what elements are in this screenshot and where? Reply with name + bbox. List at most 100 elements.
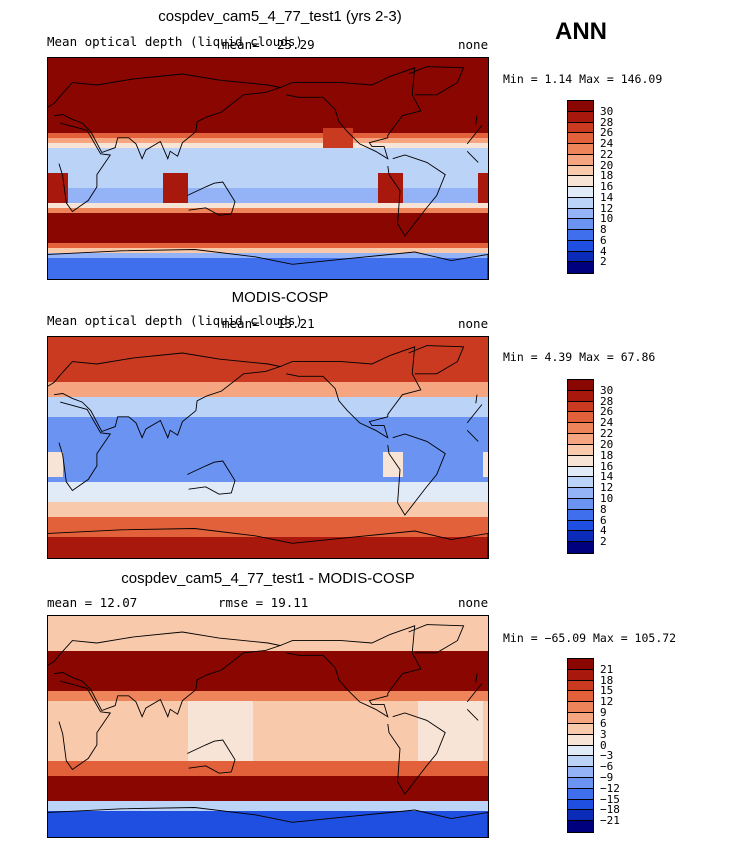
colorbar-swatch (568, 133, 593, 144)
colorbar-tick-label: 3 (600, 727, 607, 741)
colorbar-tick-label: 18 (600, 673, 614, 687)
coastline (187, 181, 236, 216)
panel-mean-value-model: 25.29 (277, 37, 315, 52)
colorbar-swatch (568, 659, 593, 670)
contour-field-obs (48, 337, 488, 558)
panel-variable-label-model: Mean optical depth (liquid clouds) (47, 34, 303, 49)
colorbar-tick-label: 24 (600, 416, 614, 430)
colorbar-tick-label: −9 (600, 770, 614, 784)
coastline (466, 683, 483, 703)
colorbar-swatch (568, 680, 593, 692)
colorbar-tick-label: 26 (600, 405, 614, 419)
colorbar-swatch (568, 669, 593, 681)
colorbar-swatch (568, 187, 593, 198)
colorbar-tick-label: 8 (600, 223, 607, 236)
colorbar-tick-label: −21 (600, 814, 620, 828)
colorbar-swatch (568, 262, 593, 273)
colorbar-swatch (568, 230, 593, 241)
colorbar-swatch (568, 111, 593, 123)
colorbar-tick-label: 16 (600, 180, 614, 193)
colorbar-swatch (568, 498, 593, 510)
colorbar-swatch (568, 444, 593, 456)
panel-mean-value-obs: 13.21 (277, 316, 315, 331)
colorbar-swatch (568, 197, 593, 209)
colorbar-swatch (568, 101, 593, 112)
minmax-model: Min = 1.14 Max = 146.09 (503, 72, 663, 86)
colorbar-swatch (568, 380, 593, 391)
colorbar-swatch (568, 122, 593, 134)
colorbar-swatch (568, 466, 593, 478)
coastline (466, 404, 483, 424)
colorbar-swatch (568, 390, 593, 402)
colorbar-diff (567, 658, 594, 833)
colorbar-tick-label: 15 (600, 684, 614, 698)
coastline (387, 154, 446, 237)
colorbar-swatch (568, 509, 593, 521)
colorbar-swatch (568, 251, 593, 263)
colorbar-swatch (568, 401, 593, 413)
colorbar-tick-label: 4 (600, 524, 607, 538)
coastline (408, 624, 465, 654)
colorbar-swatch (568, 144, 593, 155)
map-panel-diff (47, 615, 489, 838)
colorbar-swatch (568, 691, 593, 703)
colorbar-swatch (568, 767, 593, 778)
coastline (187, 460, 236, 495)
colorbar-tick-label: 10 (600, 212, 614, 226)
minmax-diff: Min = −65.09 Max = 105.72 (503, 631, 677, 645)
colorbar-swatch (568, 542, 593, 553)
colorbar-swatch (568, 520, 593, 532)
colorbar-swatch (568, 154, 593, 166)
coastline (58, 401, 112, 492)
coastline (280, 625, 422, 718)
panel-rmse-diff: rmse = 19.11 (218, 595, 309, 610)
colorbar-swatch (568, 165, 593, 177)
colorbar-obs (567, 379, 594, 554)
coastline (280, 67, 422, 160)
map-panel-obs (47, 336, 489, 559)
colorbar-swatch (568, 477, 593, 489)
coastline (466, 150, 479, 163)
colorbar-tick-label: 22 (600, 427, 614, 441)
colorbar-swatch (568, 240, 593, 252)
map-panel-model (47, 57, 489, 280)
coastline (475, 115, 478, 125)
colorbar-tick-label: 16 (600, 459, 614, 473)
coastline (48, 807, 488, 837)
colorbar-swatch (568, 434, 593, 445)
panel-title-obs: MODIS-COSP (231, 289, 329, 306)
contour-field-diff (48, 616, 488, 837)
coastline (58, 122, 112, 213)
colorbar-tick-label: −18 (600, 803, 620, 817)
colorbar-tick-label: 26 (600, 126, 614, 140)
colorbar-swatch (568, 745, 593, 757)
coastline (48, 249, 488, 279)
colorbar-tick-label: 4 (600, 244, 607, 258)
panel-title-model: cospdev_cam5_4_77_test1 (yrs 2-3) (158, 8, 402, 25)
coastline (48, 631, 282, 718)
coastline (408, 66, 465, 96)
colorbar-swatch (568, 777, 593, 789)
colorbar-tick-label: 28 (600, 115, 614, 129)
contour-field-model (48, 58, 488, 279)
colorbar-swatch (568, 531, 593, 543)
colorbar-tick-label: 14 (600, 470, 614, 484)
colorbar-tick-label: 30 (600, 104, 614, 118)
colorbar-swatch (568, 176, 593, 187)
colorbar-swatch (568, 423, 593, 435)
minmax-obs: Min = 4.39 Max = 67.86 (503, 350, 656, 364)
coastline (387, 712, 446, 795)
coastline (466, 708, 479, 721)
colorbar-tick-label: 18 (600, 169, 614, 183)
colorbar-tick-label: 2 (600, 255, 607, 269)
colorbar-tick-label: 2 (600, 535, 607, 549)
colorbar-tick-label: −6 (600, 760, 614, 774)
colorbar-tick-label: 9 (600, 706, 607, 720)
coastline (466, 125, 483, 145)
colorbar-swatch (568, 799, 593, 811)
coastline (387, 433, 446, 516)
colorbar-tick-label: 18 (600, 448, 614, 462)
coastline (475, 394, 478, 404)
colorbar-tick-label: 21 (600, 662, 614, 676)
colorbar-swatch (568, 723, 593, 735)
